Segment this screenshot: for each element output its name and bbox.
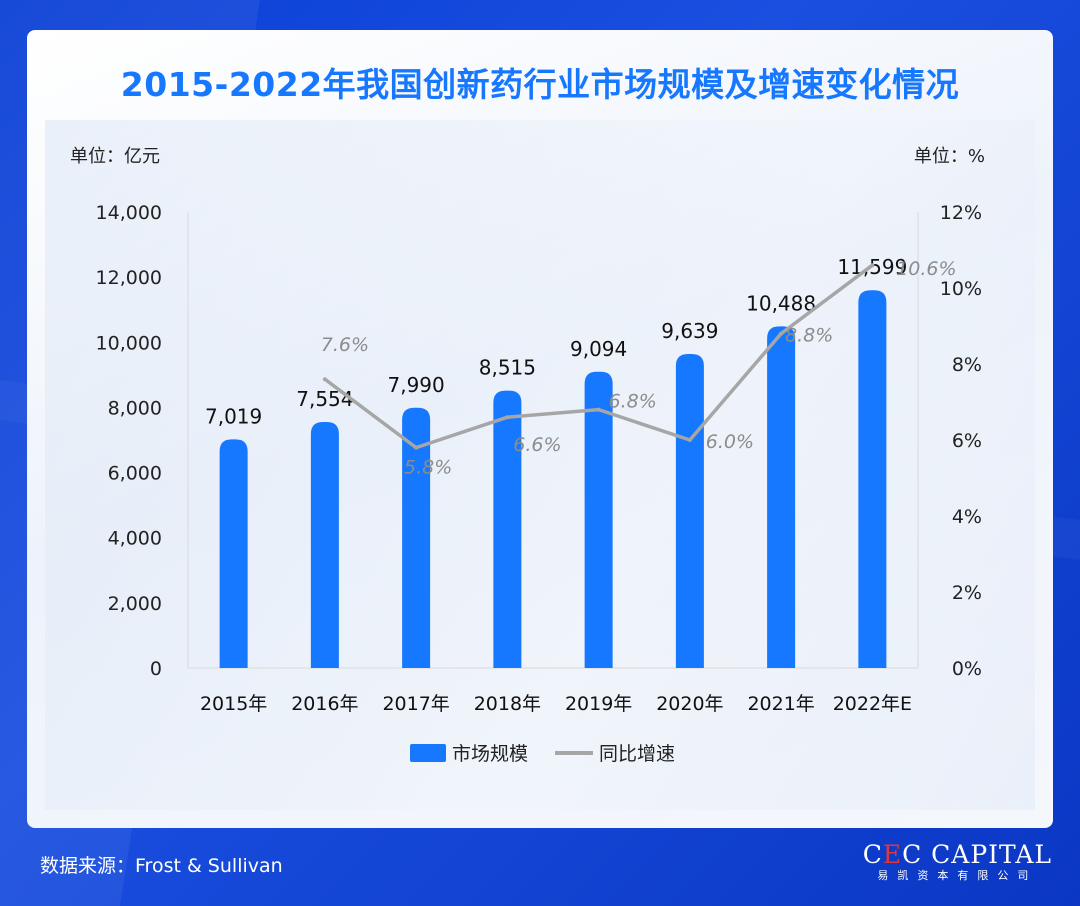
line-value-label: 8.8% (785, 325, 833, 347)
right-tick-label: 12% (940, 202, 982, 224)
x-tick-label: 2022年E (833, 693, 912, 715)
logo-wordmark: CEC CAPITAL (862, 840, 1052, 869)
line-point (505, 415, 510, 420)
left-tick-label: 0 (150, 658, 162, 680)
chart-title: 2015-2022年我国创新药行业市场规模及增速变化情况 (120, 65, 960, 104)
bar-series: 7,0197,5547,9908,5159,0949,63910,48811,5… (205, 255, 907, 668)
bar-value-label: 7,990 (387, 373, 444, 397)
line-value-label: 10.6% (896, 258, 956, 280)
bar-value-label: 9,639 (661, 319, 718, 343)
bar (493, 390, 522, 668)
company-logo: CEC CAPITAL 易凯资本有限公司 (863, 840, 1052, 883)
line-value-label: 6.6% (513, 434, 561, 456)
bar-value-label: 9,094 (570, 337, 627, 361)
legend-label-line: 同比增速 (599, 743, 675, 765)
x-tick-label: 2017年 (382, 693, 449, 715)
x-tick-label: 2020年 (656, 693, 723, 715)
x-tick-label: 2019年 (565, 693, 632, 715)
bar-value-label: 8,515 (479, 356, 536, 380)
line-point (322, 377, 327, 382)
bar (675, 354, 704, 668)
data-source: 数据来源：Frost & Sullivan (40, 855, 283, 877)
line-value-label: 7.6% (321, 334, 369, 356)
line-value-label: 6.0% (706, 431, 754, 453)
line-point (414, 445, 419, 450)
line-point (687, 438, 692, 442)
left-axis-unit: 单位：亿元 (70, 146, 160, 167)
bar (310, 421, 339, 668)
line-value-label: 5.8% (404, 457, 452, 479)
left-axis: 0 2,000 4,000 6,000 8,000 10,000 12,000 14,000 (96, 202, 918, 680)
x-tick-label: 2018年 (474, 693, 541, 715)
right-axis-unit: 单位：% (914, 146, 985, 167)
line-point (870, 263, 875, 268)
left-tick-label: 2,000 (108, 593, 162, 615)
logo-subtitle: 易凯资本有限公司 (877, 869, 1038, 882)
left-tick-label: 12,000 (96, 267, 162, 289)
bar (767, 326, 796, 668)
chart-card: 2015-2022年我国创新药行业市场规模及增速变化情况 (27, 30, 1053, 828)
right-tick-label: 2% (952, 582, 982, 604)
line-series: 7.6% 5.8% 6.6% 6.8% 6.0% 8.8% 10.6% (321, 258, 957, 478)
bar (858, 290, 887, 668)
line-point (596, 407, 601, 412)
line-point (779, 331, 784, 336)
x-axis: 2015年 2016年 2017年 2018年 2019年 2020年 2021年 2022年… (200, 693, 912, 715)
legend-swatch-bar (410, 744, 446, 762)
bar (402, 407, 431, 668)
left-tick-label: 8,000 (108, 397, 162, 419)
bar-value-label: 10,488 (746, 291, 816, 315)
legend-label-bar: 市场规模 (452, 743, 528, 765)
right-tick-label: 8% (952, 354, 982, 376)
right-tick-label: 6% (952, 430, 982, 452)
legend: 市场规模 同比增速 (410, 743, 675, 765)
x-tick-label: 2015年 (200, 693, 267, 715)
bar-value-label: 7,019 (205, 404, 262, 428)
right-tick-label: 4% (952, 506, 982, 528)
left-tick-label: 6,000 (108, 463, 162, 485)
x-tick-label: 2016年 (291, 693, 358, 715)
bar-value-label: 7,554 (296, 387, 353, 411)
right-tick-label: 0% (952, 658, 982, 680)
left-tick-label: 4,000 (108, 528, 162, 550)
left-tick-label: 14,000 (96, 202, 162, 224)
right-tick-label: 10% (940, 278, 982, 300)
bar (219, 439, 248, 668)
right-axis: 0% 2% 4% 6% 8% 10% 12% (917, 202, 982, 680)
x-tick-label: 2021年 (747, 693, 814, 715)
left-tick-label: 10,000 (96, 332, 162, 354)
bar (584, 371, 613, 668)
line-value-label: 6.8% (608, 391, 656, 413)
